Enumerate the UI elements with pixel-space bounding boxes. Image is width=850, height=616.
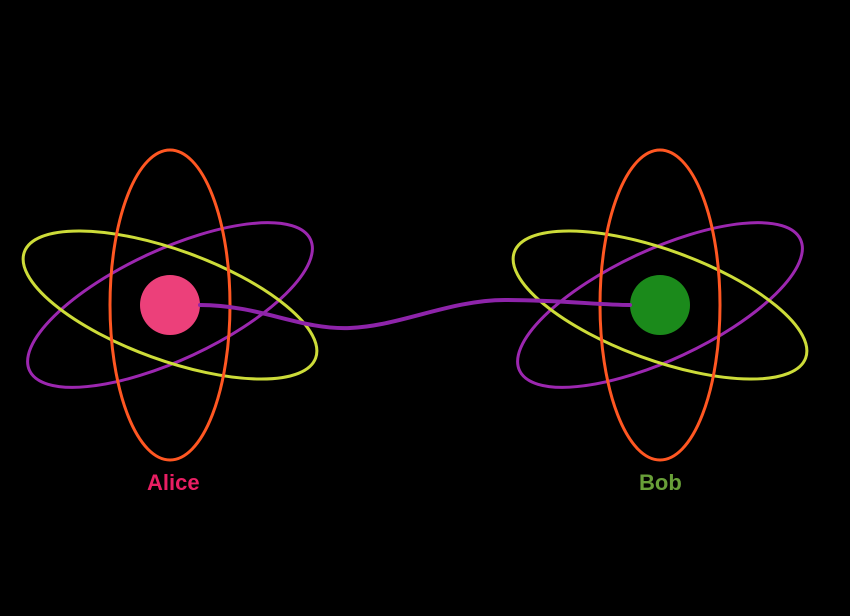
entanglement-diagram bbox=[0, 0, 850, 616]
bob-nucleus bbox=[630, 275, 690, 335]
entanglement-link bbox=[200, 300, 630, 328]
alice-nucleus bbox=[140, 275, 200, 335]
alice-label: Alice bbox=[147, 470, 200, 496]
bob-label: Bob bbox=[639, 470, 682, 496]
